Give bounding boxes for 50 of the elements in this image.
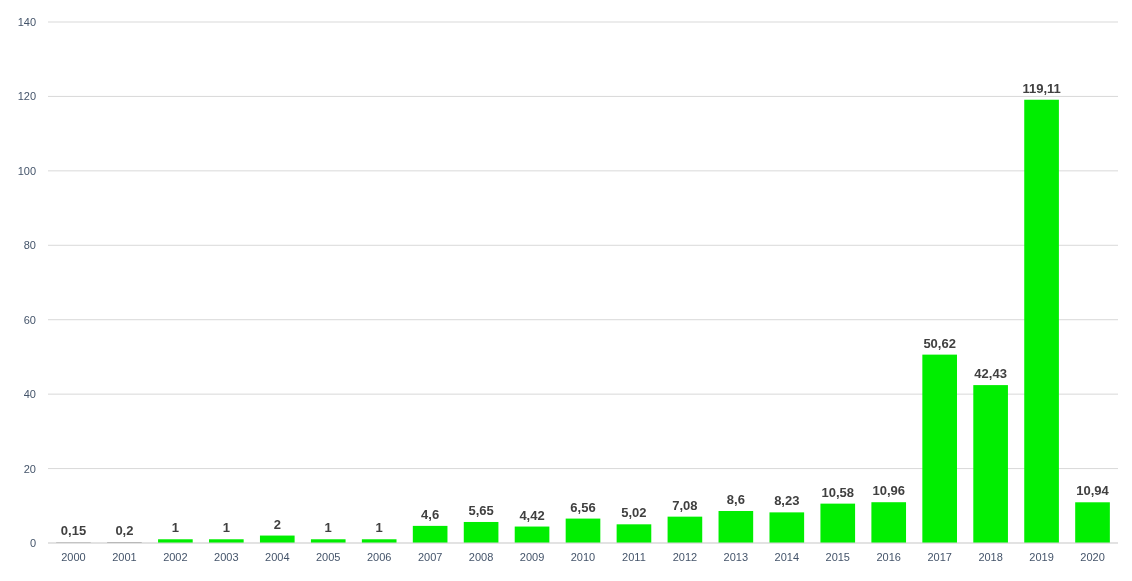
data-label: 10,58 [821, 484, 855, 500]
x-tick-label: 2020 [1080, 551, 1105, 563]
data-label: 1 [375, 520, 383, 536]
data-label: 5,65 [468, 502, 494, 518]
x-tick-label: 2016 [876, 551, 901, 563]
data-label: 119,11 [1022, 80, 1061, 96]
data-label: 4,6 [421, 506, 440, 522]
y-tick-label: 60 [23, 313, 36, 326]
x-tick-label: 2004 [265, 551, 290, 563]
x-tick-label: 2000 [61, 551, 86, 563]
data-label: 0,15 [60, 523, 87, 539]
x-tick-label: 2006 [366, 551, 392, 563]
data-label: 0,2 [115, 523, 134, 539]
y-tick-label: 80 [23, 239, 36, 252]
x-tick-label: 2017 [927, 551, 952, 563]
data-label: 1 [222, 520, 230, 536]
y-tick-label: 100 [17, 164, 36, 177]
x-tick-label: 2019 [1029, 551, 1054, 563]
x-tick-label: 2001 [112, 551, 137, 563]
y-tick-label: 40 [23, 388, 36, 401]
data-label: 2 [273, 516, 281, 532]
data-label: 7,08 [672, 497, 698, 513]
data-label: 1 [324, 520, 332, 536]
y-tick-label: 120 [17, 90, 36, 103]
x-tick-label: 2009 [519, 551, 545, 563]
data-label: 10,96 [872, 483, 905, 499]
x-tick-label: 2014 [774, 551, 800, 563]
y-tick-label: 0 [29, 537, 36, 549]
x-tick-label: 2007 [417, 551, 443, 563]
y-tick-label: 20 [23, 462, 36, 475]
x-tick-label: 2015 [825, 551, 850, 563]
x-tick-label: 2011 [622, 551, 646, 563]
x-tick-label: 2008 [468, 551, 494, 563]
x-tick-label: 2002 [163, 551, 188, 563]
x-tick-label: 2003 [214, 551, 239, 563]
data-label: 4,42 [519, 507, 545, 523]
x-tick-label: 2005 [316, 551, 341, 563]
x-tick-label: 2012 [672, 551, 698, 563]
data-label: 1 [171, 520, 179, 536]
x-tick-label: 2010 [570, 551, 596, 563]
data-label: 50,62 [923, 335, 956, 351]
y-tick-label: 140 [17, 16, 36, 28]
x-tick-label: 2018 [978, 551, 1003, 563]
data-label: 8,23 [774, 493, 800, 509]
x-tick-label: 2013 [723, 551, 749, 563]
data-label: 10,94 [1076, 483, 1110, 499]
data-label: 42,43 [974, 366, 1007, 382]
data-label: 5,02 [621, 505, 647, 521]
data-label: 6,56 [570, 499, 596, 515]
data-label: 8,6 [726, 492, 745, 507]
